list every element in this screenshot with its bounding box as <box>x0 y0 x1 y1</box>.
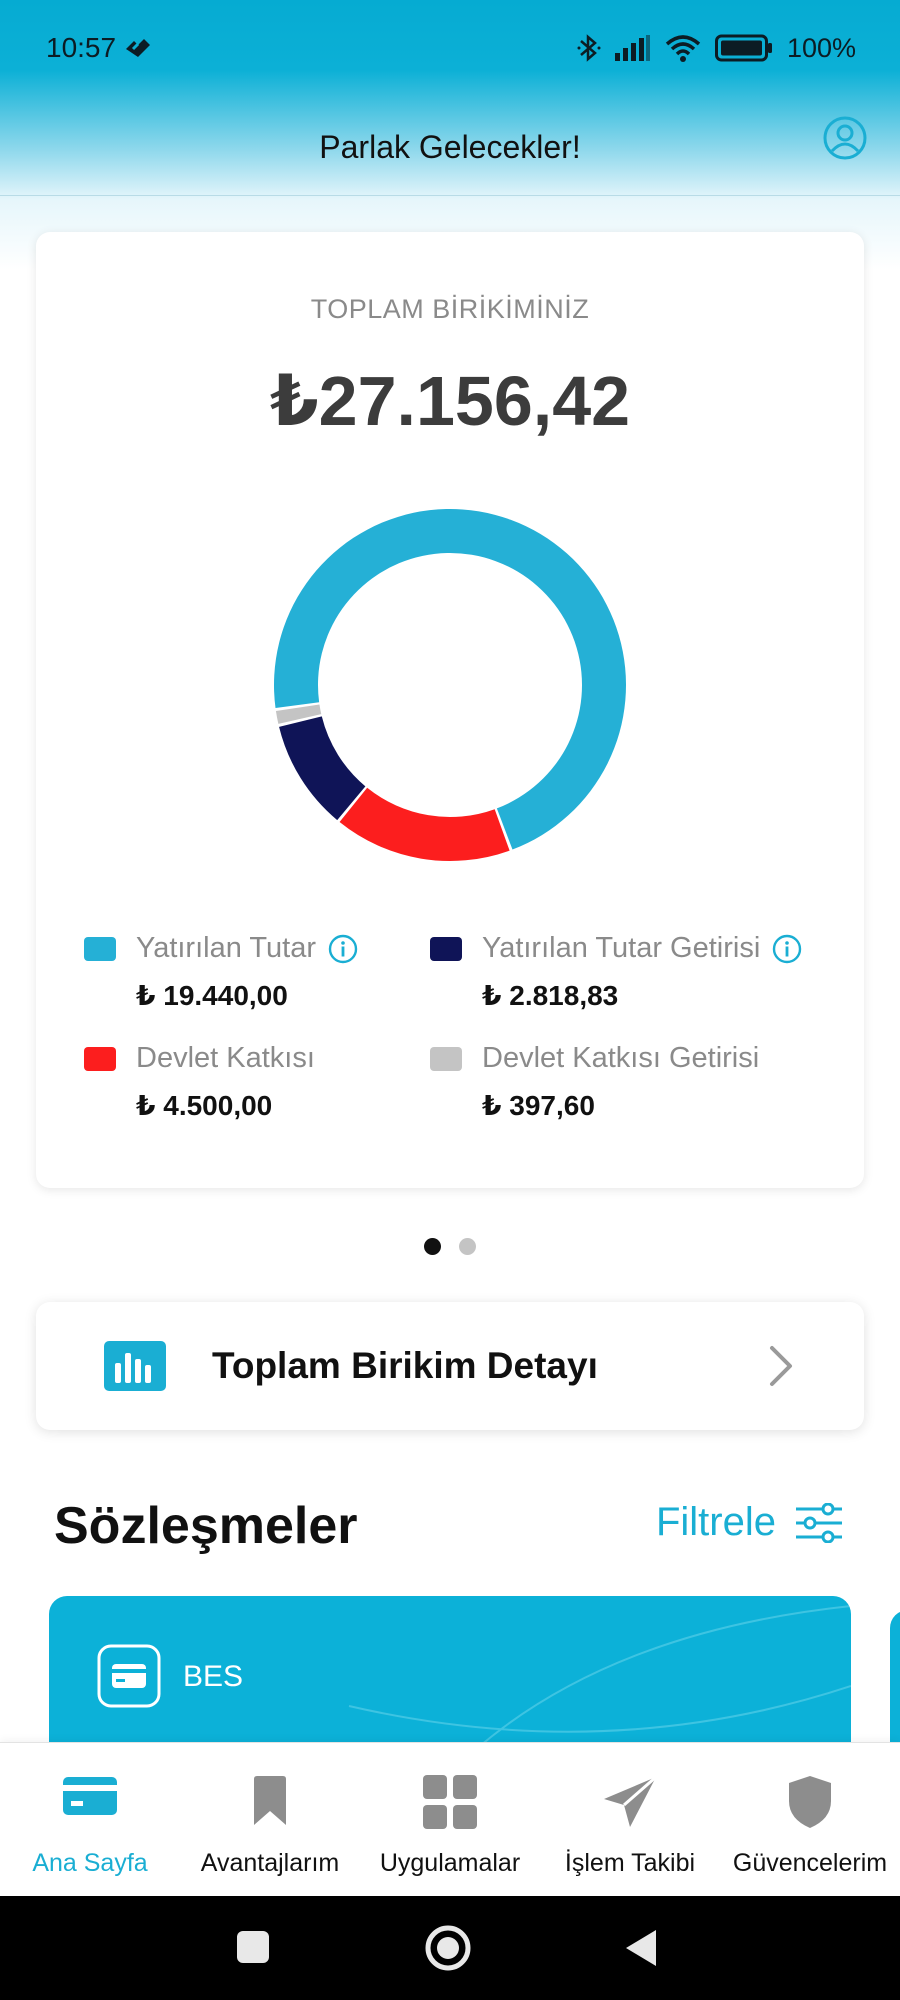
total-savings-value: ₺27.156,42 <box>269 362 631 440</box>
legend-label: Yatırılan Tutar <box>136 932 316 964</box>
legend-label: Devlet Katkısı Getirisi <box>482 1042 760 1074</box>
status-time: 10:57 <box>46 32 117 63</box>
donut-slice-4 <box>275 704 322 724</box>
filter-sliders-icon <box>796 1502 842 1543</box>
nav-item-guvencelerim[interactable]: Güvencelerim <box>720 1743 900 1897</box>
legend-amount: ₺ 2.818,83 <box>482 980 619 1011</box>
bluetooth-icon <box>577 34 601 62</box>
detail-label: Toplam Birikim Detayı <box>212 1345 598 1386</box>
total-savings-card: TOPLAM BİRİKİMİNİZ ₺27.156,42 Yatırılan … <box>36 232 864 1188</box>
legend-item-devlet-katkisi: Devlet Katkısı ₺ 4.500,00 <box>84 1042 464 1122</box>
nav-label: Ana Sayfa <box>32 1849 148 1877</box>
nav-label: Güvencelerim <box>732 1849 888 1877</box>
grid-icon <box>423 1775 477 1829</box>
nav-item-avantajlarim[interactable]: Avantajlarım <box>180 1743 360 1897</box>
total-savings-label: TOPLAM BİRİKİMİNİZ <box>310 294 590 324</box>
filter-button[interactable]: Filtrele <box>656 1500 844 1545</box>
legend-item-yatirilan-tutar: Yatırılan Tutar ₺ 19.440,00 <box>84 932 464 1012</box>
recents-button[interactable] <box>236 1930 270 1964</box>
card-icon <box>63 1777 117 1815</box>
network-icon <box>126 39 151 57</box>
legend-item-devlet-katkisi-getirisi: Devlet Katkısı Getirisi ₺ 397,60 <box>430 1042 810 1122</box>
back-button[interactable] <box>624 1928 658 1968</box>
card-icon <box>97 1644 161 1708</box>
nav-label: İşlem Takibi <box>564 1849 696 1877</box>
legend-label: Devlet Katkısı <box>136 1042 315 1074</box>
legend-amount: ₺ 4.500,00 <box>136 1090 273 1121</box>
info-icon[interactable] <box>772 934 802 964</box>
legend-label: Yatırılan Tutar Getirisi <box>482 932 761 964</box>
nav-label: Uygulamalar <box>379 1849 521 1877</box>
bar-chart-icon <box>104 1341 166 1391</box>
bottom-navigation: Ana Sayfa Avantajlarım Uygulamalar İşlem… <box>0 1742 900 1896</box>
profile-icon[interactable] <box>822 115 868 161</box>
nav-label: Avantajlarım <box>200 1849 340 1877</box>
legend-amount: ₺ 397,60 <box>482 1090 595 1121</box>
donut-slice-3 <box>279 716 366 821</box>
legend-swatch <box>84 1046 116 1071</box>
legend-swatch <box>84 936 116 961</box>
pager-dot-1[interactable] <box>424 1238 441 1255</box>
nav-item-islem-takibi[interactable]: İşlem Takibi <box>540 1743 720 1897</box>
status-bar: 10:57 100% <box>0 0 900 96</box>
legend-item-yatirilan-tutar-getirisi: Yatırılan Tutar Getirisi ₺ 2.818,83 <box>430 932 810 1012</box>
filter-label: Filtrele <box>655 1500 776 1544</box>
battery-icon <box>714 34 772 62</box>
legend-amount: ₺ 19.440,00 <box>136 980 288 1011</box>
app-header: Parlak Gelecekler! <box>0 100 900 196</box>
shield-icon <box>789 1776 831 1828</box>
total-savings-detail-button[interactable]: Toplam Birikim Detayı <box>36 1302 864 1430</box>
system-navigation-bar <box>0 1896 900 2000</box>
carousel-pager <box>0 1238 900 1255</box>
nav-item-ana-sayfa[interactable]: Ana Sayfa <box>0 1743 180 1897</box>
page-title: Parlak Gelecekler! <box>319 129 581 165</box>
next-contract-card-peek[interactable] <box>890 1610 900 1860</box>
battery-percentage: 100% <box>786 32 856 63</box>
nav-item-uygulamalar[interactable]: Uygulamalar <box>360 1743 540 1897</box>
pager-dot-2[interactable] <box>459 1238 476 1255</box>
home-button[interactable] <box>424 1924 472 1972</box>
chevron-right-icon <box>770 1346 792 1386</box>
signal-icon <box>614 35 650 61</box>
bookmark-icon <box>254 1776 286 1825</box>
wifi-icon <box>665 35 701 62</box>
legend-swatch <box>430 1046 462 1071</box>
savings-donut-chart <box>274 508 626 861</box>
donut-slice-2 <box>339 787 510 861</box>
legend-swatch <box>430 936 462 961</box>
contract-type-label: BES <box>183 1660 244 1693</box>
send-icon <box>604 1775 657 1827</box>
contracts-section-title: Sözleşmeler <box>54 1497 358 1555</box>
info-icon[interactable] <box>328 934 358 964</box>
